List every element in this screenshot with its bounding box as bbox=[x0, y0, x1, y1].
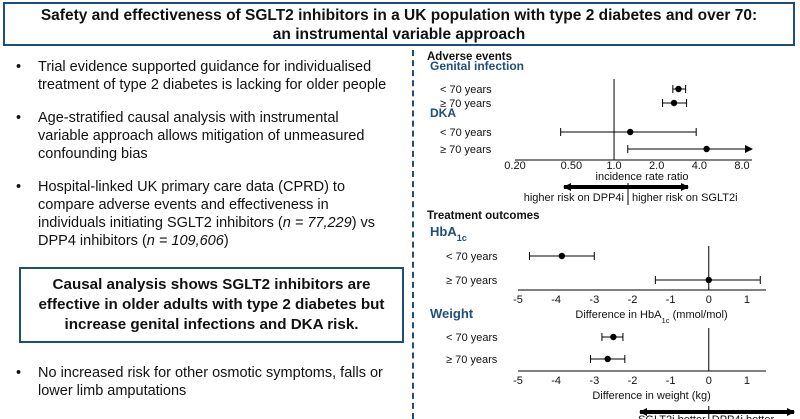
treatment-outcomes-title: Treatment outcomes bbox=[427, 210, 539, 222]
outcome-1-tick-6: 1 bbox=[744, 375, 750, 387]
adverse-point-0-1 bbox=[670, 99, 678, 107]
bullet-2-line-1: Age-stratified causal analysis with inst… bbox=[38, 110, 339, 126]
adverse-tick-3: 2.0 bbox=[649, 160, 664, 172]
outcome-1-tick-2: -3 bbox=[589, 375, 599, 387]
bullet-trial-evidence: Trial evidence supported guidance for in… bbox=[12, 58, 404, 94]
outcome-1-tick-0: -5 bbox=[513, 375, 523, 387]
adverse-arrow-right-label: higher risk on SGLT2i bbox=[632, 192, 738, 204]
adverse-row-0-1-label: ≥ 70 years bbox=[440, 98, 492, 110]
bullet-2-line-2: variable approach allows mitigation of u… bbox=[38, 128, 365, 144]
adverse-tick-4: 4.0 bbox=[692, 160, 707, 172]
outcome-0-tick-4: -1 bbox=[666, 294, 676, 306]
outcome-0-tick-3: -2 bbox=[628, 294, 638, 306]
outcome-point-0-1 bbox=[705, 276, 712, 284]
adverse-events-title: Adverse events bbox=[427, 51, 512, 63]
outcome-0-x-label: Difference in HbA1c (mmol/mol) bbox=[575, 309, 727, 325]
bullet-4-line-2: lower limb amputations bbox=[38, 383, 187, 399]
adverse-group-1-title: DKA bbox=[430, 106, 456, 120]
outcome-1-tick-4: -1 bbox=[666, 375, 676, 387]
bullet-3-line-4a: DPP4 inhibitors ( bbox=[38, 233, 147, 249]
adverse-tick-0: 0.20 bbox=[504, 160, 525, 172]
outcome-0-tick-1: -4 bbox=[551, 294, 561, 306]
outcome-0-tick-6: 1 bbox=[744, 294, 750, 306]
adverse-point-1-1 bbox=[703, 145, 710, 153]
callout-line-1: Causal analysis shows SGLT2 inhibitors a… bbox=[52, 276, 371, 293]
outcome-1-tick-3: -2 bbox=[628, 375, 638, 387]
outcome-group-1-title: Weight bbox=[430, 306, 474, 321]
callout-line-3: increase genital infections and DKA risk… bbox=[64, 316, 359, 333]
outcome-1-tick-5: 0 bbox=[706, 375, 712, 387]
title-banner: Safety and effectiveness of SGLT2 inhibi… bbox=[3, 2, 795, 46]
outcome-group-0-title: HbA1c bbox=[430, 224, 467, 243]
bullet-cprd-data: Hospital-linked UK primary care data (CP… bbox=[12, 178, 404, 250]
adverse-point-1-0 bbox=[626, 128, 634, 136]
bullet-1-line-1: Trial evidence supported guidance for in… bbox=[38, 59, 372, 75]
adverse-row-1-1-label: ≥ 70 years bbox=[440, 144, 492, 156]
bullet-3-line-2: compare adverse events and effectiveness… bbox=[38, 197, 329, 213]
bullet-no-increased-risk: No increased risk for other osmotic symp… bbox=[12, 364, 404, 400]
bullet-3-line-1: Hospital-linked UK primary care data (CP… bbox=[38, 179, 346, 195]
outcome-0-tick-5: 0 bbox=[706, 294, 712, 306]
outcome-0-tick-0: -5 bbox=[513, 294, 523, 306]
bullet-4-line-1: No increased risk for other osmotic symp… bbox=[38, 365, 383, 381]
dpp4-sample-size: n = 109,606 bbox=[146, 233, 224, 249]
key-points-list: Trial evidence supported guidance for in… bbox=[12, 58, 404, 265]
adverse-row-0-0-label: < 70 years bbox=[440, 84, 492, 96]
bullet-2-line-3: confounding bias bbox=[38, 146, 148, 162]
title-line-1: Safety and effectiveness of SGLT2 inhibi… bbox=[40, 7, 758, 24]
outcome-1-x-label: Difference in weight (kg) bbox=[592, 390, 710, 402]
outcome-row-0-0-label: < 70 years bbox=[446, 251, 498, 263]
panel-divider bbox=[412, 50, 414, 419]
adverse-tick-2: 1.0 bbox=[606, 160, 621, 172]
outcome-point-0-0 bbox=[558, 252, 566, 260]
conclusion-callout: Causal analysis shows SGLT2 inhibitors a… bbox=[19, 267, 404, 343]
outcome-0-tick-2: -3 bbox=[589, 294, 599, 306]
additional-finding-list: No increased risk for other osmotic symp… bbox=[12, 364, 404, 400]
outcome-point-1-0 bbox=[610, 333, 617, 341]
outcome-1-tick-1: -4 bbox=[551, 375, 561, 387]
adverse-tick-5: 8.0 bbox=[734, 160, 749, 172]
adverse-point-0-0 bbox=[675, 85, 682, 93]
adverse-row-1-0-label: < 70 years bbox=[440, 127, 492, 139]
outcome-arrow-right-label: DPP4i better bbox=[712, 414, 775, 419]
adverse-group-0-title: Genital infection bbox=[430, 59, 524, 73]
adverse-arrow-left-label: higher risk on DPP4i bbox=[524, 192, 624, 204]
outcome-row-1-1-label: ≥ 70 years bbox=[446, 354, 498, 366]
outcome-point-1-1 bbox=[604, 355, 611, 363]
outcome-row-1-0-label: < 70 years bbox=[446, 332, 498, 344]
bullet-3-line-4b: ) bbox=[223, 233, 229, 249]
bullet-3-line-3b: ) vs bbox=[351, 215, 376, 231]
title-line-2: an instrumental variable approach bbox=[272, 26, 526, 43]
outcome-row-0-1-label: ≥ 70 years bbox=[446, 275, 498, 287]
sglt2-sample-size: n = 77,229 bbox=[282, 215, 352, 231]
callout-line-2: effective in older adults with type 2 di… bbox=[38, 296, 385, 313]
adverse-tick-1: 0.50 bbox=[561, 160, 582, 172]
bullet-1-line-2: treatment of type 2 diabetes is lacking … bbox=[38, 77, 387, 93]
outcome-arrow-left-label: SGLT2i better bbox=[638, 414, 706, 419]
bullet-3-line-3a: individuals initiating SGLT2 inhibitors … bbox=[38, 215, 283, 231]
bullet-causal-analysis: Age-stratified causal analysis with inst… bbox=[12, 109, 404, 163]
adverse-x-label: incidence rate ratio bbox=[596, 171, 689, 183]
